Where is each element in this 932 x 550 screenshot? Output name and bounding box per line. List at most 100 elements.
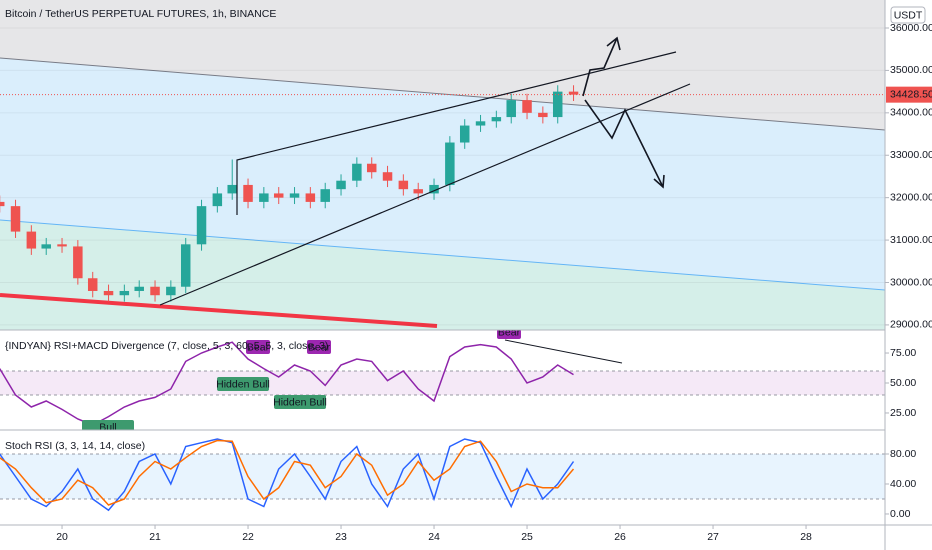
zone-blue [0,58,885,290]
candle-body [552,91,563,118]
candle-body [196,206,207,245]
signal-label: Hidden Bull [216,378,270,390]
candle-body [568,91,579,95]
candle-body [10,206,21,232]
signal-label: Bear [498,326,521,338]
candle-body [134,286,144,291]
trend-line [0,57,885,131]
candle-body [119,290,130,296]
candle-body [41,244,51,249]
candle-body [103,290,114,296]
pane-title: Stoch RSI (3, 3, 14, 14, close) [5,440,145,452]
candle-body [243,184,253,202]
y-tick-label: 32000.00 [890,191,932,203]
unit-label: USDT [894,9,923,21]
x-tick-label: 25 [521,531,533,543]
x-tick-label: 24 [428,531,440,543]
candle-body [506,100,516,118]
layer: 29000.00 30000.00 31000.00 32000.00 33000.00… [0,22,932,543]
x-tick-label: 23 [335,531,347,543]
y-tick-label: 50.00 [890,377,916,389]
last-price-label: 34428.50 [890,88,932,100]
candle-body [273,193,284,198]
pane [0,27,885,326]
candle-body [538,112,548,118]
last-price-box [886,86,932,103]
candle-body [336,180,346,190]
channel-lower [159,83,691,306]
candle-body [26,231,37,249]
signal-label: Bear [247,341,270,353]
signal-box [82,420,134,430]
candle-body [382,172,393,181]
candle-body [0,201,5,207]
candle-body [87,278,98,291]
y-tick-label: 36000.00 [890,22,932,34]
y-tick-label: 33000.00 [890,149,932,161]
signal-box [217,377,269,391]
candle-body [352,163,362,181]
y-tick-label: 25.00 [890,407,916,419]
candle-body [522,100,532,113]
y-tick-label: 29000.00 [890,319,932,331]
zone-teal [0,220,885,330]
overlay-drawings [159,36,691,306]
arrow-head [653,174,665,189]
candle-body [366,163,377,173]
x-tick-label: 26 [614,531,626,543]
signal-label: Bull [99,421,117,433]
candle-body [150,286,160,296]
series-line [0,439,575,506]
channel-upper [236,51,677,215]
band [0,453,885,499]
candle-body [320,189,330,202]
divergence-line [504,339,623,364]
candle-body [429,184,439,194]
signal-box [307,340,331,354]
candle-body [289,193,300,198]
candle-body [413,189,423,194]
signal-box [497,330,521,339]
arrow-up [582,37,618,97]
candle-body [491,117,502,122]
candle-body [73,246,83,279]
pane [0,438,885,512]
arrow-head [606,36,621,51]
zone-gray [0,0,885,130]
y-tick-label: 31000.00 [890,234,932,246]
signal-label: Hidden Bull [273,396,327,408]
y-tick-label: 40.00 [890,478,916,490]
trend-line [0,219,885,291]
x-tick-label: 21 [149,531,161,543]
candle-body [475,121,486,126]
candle-body [227,184,237,194]
candle-body [259,193,269,202]
candle-body [212,193,223,207]
price-drawings [0,0,885,330]
band [0,371,885,395]
x-tick-label: 22 [242,531,254,543]
candle-body [57,244,67,247]
x-tick-label: 20 [56,531,68,543]
chart-title: Bitcoin / TetherUS PERPETUAL FUTURES, 1h… [5,8,276,20]
candle-body [398,180,409,190]
arrow-down [584,99,664,188]
pane-title: {INDYAN} RSI+MACD Divergence (7, close, … [5,340,328,352]
signal-box [246,340,270,354]
support-line [0,293,438,328]
signal-label: Bear [308,341,331,353]
y-tick-label: 0.00 [890,508,911,520]
candle-body [459,125,470,143]
unit-box[interactable] [890,6,926,24]
y-tick-label: 80.00 [890,448,916,460]
y-tick-label: 34000.00 [890,107,932,119]
signal-box [274,395,326,409]
x-tick-label: 28 [800,531,812,543]
candle-body [305,193,316,202]
y-tick-label: 35000.00 [890,64,932,76]
candle-body [445,142,455,185]
y-tick-label: 75.00 [890,347,916,359]
